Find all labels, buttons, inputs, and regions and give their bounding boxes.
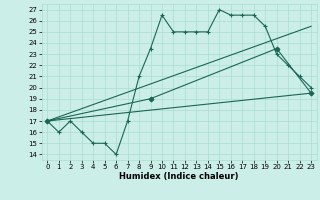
X-axis label: Humidex (Indice chaleur): Humidex (Indice chaleur) [119, 172, 239, 181]
